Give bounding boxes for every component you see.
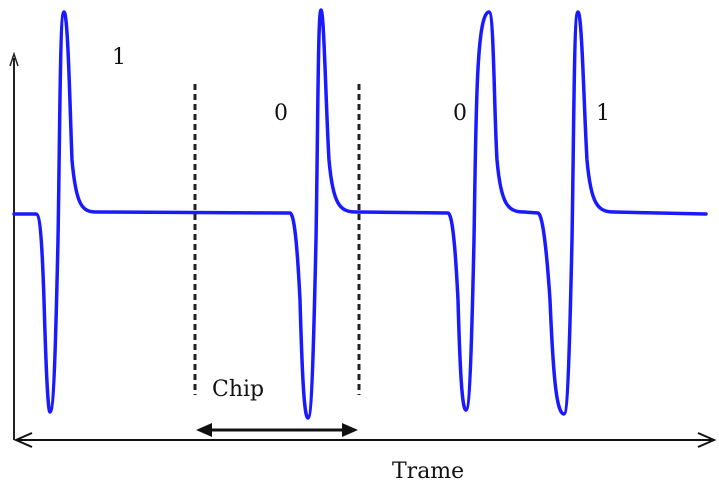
frame-label: Trame xyxy=(392,459,464,484)
y-axis-arrow xyxy=(9,51,19,67)
bit-label-1: 1 xyxy=(112,45,126,70)
frame-arrow-head-left xyxy=(13,432,33,448)
chip-label: Chip xyxy=(212,377,264,402)
frame-arrow-head-right xyxy=(697,432,717,448)
bit-label-4: 1 xyxy=(596,101,610,126)
pulse-waveform xyxy=(12,8,708,420)
bit-label-3: 0 xyxy=(453,101,467,126)
bit-label-2: 0 xyxy=(274,101,288,126)
chip-arrow-head-left xyxy=(196,423,212,437)
chip-arrow-head-right xyxy=(342,423,358,437)
